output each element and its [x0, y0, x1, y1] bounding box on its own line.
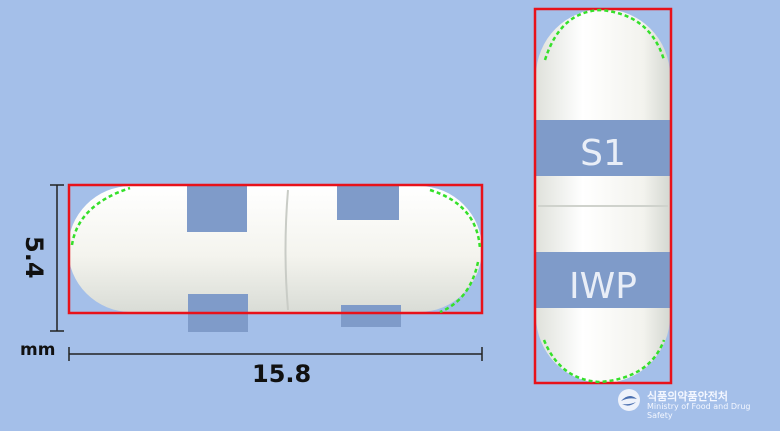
ministry-name-english: Ministry of Food and Drug Safety [647, 402, 751, 420]
band-mark [187, 186, 247, 232]
bounding-box [533, 7, 673, 385]
edge-markers [542, 8, 666, 384]
bounding-box [67, 183, 484, 315]
band-bottom [536, 252, 670, 308]
band-top [536, 120, 670, 176]
edge-markers [70, 186, 482, 314]
unit-label: mm [20, 340, 56, 360]
ministry-name-korean: 식품의약품안전처 [647, 390, 728, 403]
imprint-line1: S1 [580, 133, 626, 174]
band-mark [341, 305, 401, 327]
ministry-emblem-icon [618, 389, 640, 411]
ministry-logo: 식품의약품안전처 Ministry of Food and Drug Safet… [617, 386, 767, 420]
band-mark [337, 186, 399, 220]
dimension-lines [50, 184, 483, 361]
length-label: 15.8 [252, 360, 312, 388]
imprint-line2: IWP [569, 266, 637, 307]
capsule-horizontal [67, 183, 484, 332]
diameter-label: 5.4 [20, 236, 48, 279]
capsule-vertical [533, 7, 673, 385]
